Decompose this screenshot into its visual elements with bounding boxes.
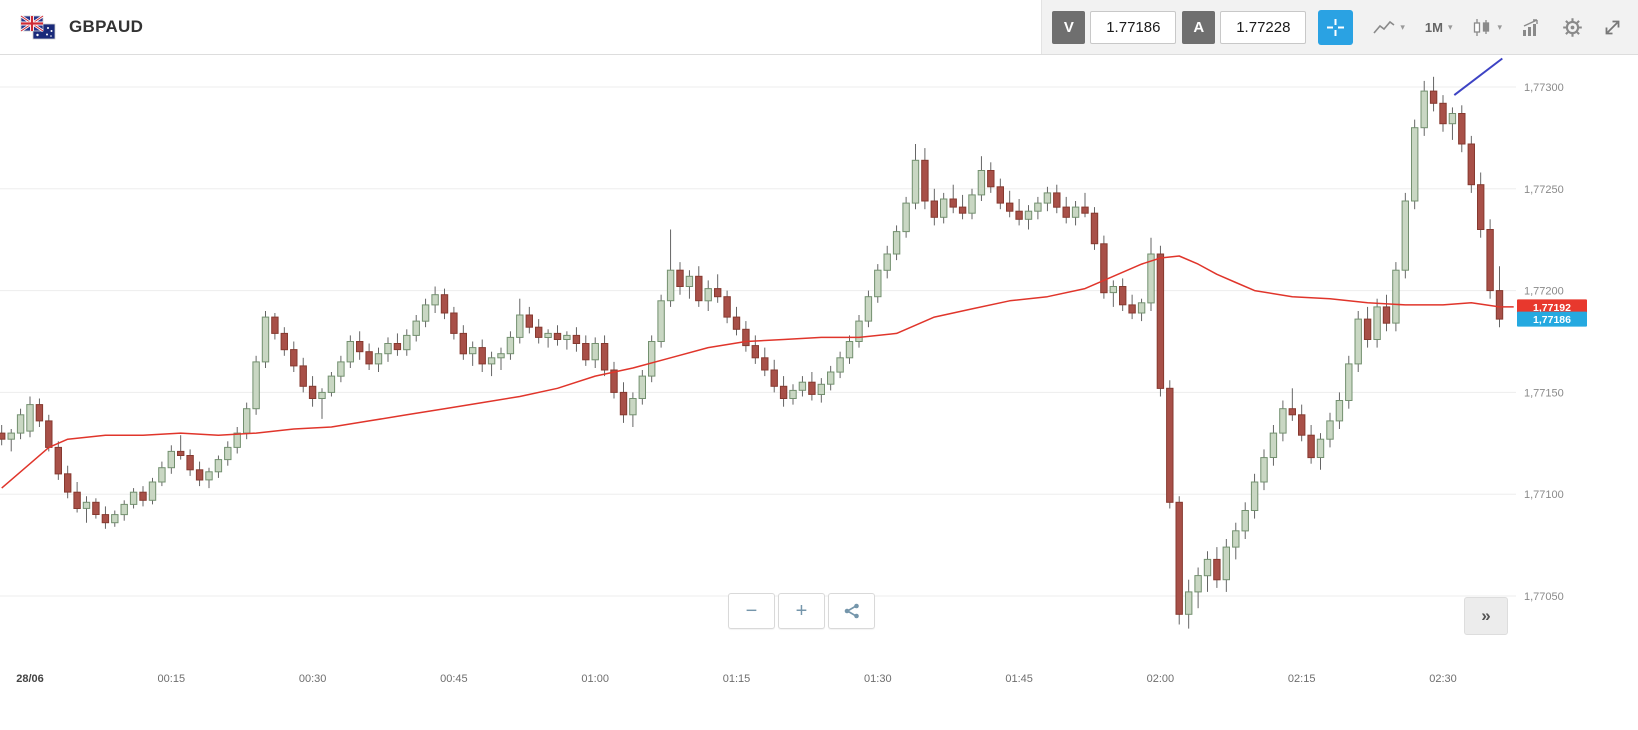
zoom-in-button[interactable]: +: [778, 593, 825, 629]
candlestick-chart[interactable]: 1,77300 1,77250 1,77200 1,77150 1,77100 1,770…: [0, 55, 1638, 730]
svg-text:02:15: 02:15: [1288, 673, 1316, 685]
price-axis: 1,77300 1,77250 1,77200 1,77150 1,77100 1,770…: [1524, 82, 1564, 603]
svg-text:1,77192: 1,77192: [1533, 302, 1571, 314]
chart-type-select[interactable]: ▾: [1373, 20, 1405, 35]
svg-text:02:00: 02:00: [1147, 673, 1175, 685]
chevron-down-icon: ▾: [1400, 21, 1405, 32]
buy-button[interactable]: A: [1182, 10, 1216, 44]
settings-button[interactable]: [1562, 17, 1583, 38]
chart-toolbar: V 1.77186 A 1.77228 ▾ 1M ▾ ▾: [1041, 0, 1638, 54]
zoom-out-button[interactable]: −: [728, 593, 775, 629]
gear-icon: [1563, 17, 1582, 37]
time-axis: 28/06 00:15 00:30 00:45 01:00 01:15 01:30 01:45…: [16, 673, 1457, 685]
panel-collapse-button[interactable]: »: [1464, 597, 1508, 635]
trendline-drawing[interactable]: [1453, 57, 1503, 96]
page-title: GBPAUD: [69, 17, 144, 36]
instrument-brand: GBPAUD: [20, 0, 143, 54]
moving-average-line: [1, 255, 1514, 489]
svg-text:00:45: 00:45: [440, 673, 468, 685]
svg-text:01:45: 01:45: [1005, 673, 1033, 685]
top-bar: GBPAUD V 1.77186 A 1.77228 ▾ 1M ▾: [0, 0, 1638, 55]
chart-style-select[interactable]: ▾: [1472, 18, 1502, 36]
svg-text:1,77186: 1,77186: [1533, 314, 1571, 326]
timeframe-select[interactable]: 1M ▾: [1425, 20, 1453, 35]
svg-text:00:30: 00:30: [299, 673, 327, 685]
sell-price[interactable]: 1.77186: [1090, 10, 1177, 44]
crosshair-tool-button[interactable]: [1318, 9, 1354, 45]
svg-text:1,77300: 1,77300: [1524, 82, 1564, 94]
svg-text:1,77150: 1,77150: [1524, 387, 1564, 399]
indicators-button[interactable]: [1522, 18, 1542, 36]
fullscreen-button[interactable]: [1603, 18, 1622, 37]
candles-layer: [0, 76, 1504, 629]
candlestick-icon: [1474, 18, 1490, 36]
svg-text:01:15: 01:15: [723, 673, 751, 685]
svg-text:1,77050: 1,77050: [1524, 591, 1564, 603]
svg-text:1,77100: 1,77100: [1524, 489, 1564, 501]
chart-zoom-controls: − +: [728, 593, 875, 629]
svg-text:28/06: 28/06: [16, 673, 44, 685]
timeframe-label: 1M: [1424, 19, 1443, 35]
buy-price[interactable]: 1.77228: [1220, 10, 1307, 44]
gbp-aud-flags-icon: [20, 14, 56, 39]
svg-text:01:00: 01:00: [581, 673, 609, 685]
sell-button[interactable]: V: [1052, 10, 1086, 44]
expand-arrows-icon: [1605, 20, 1620, 34]
share-button[interactable]: [828, 593, 875, 629]
share-icon: [844, 603, 859, 619]
chevron-down-icon: ▾: [1497, 21, 1502, 32]
svg-text:1,77200: 1,77200: [1524, 286, 1564, 298]
svg-text:00:15: 00:15: [158, 673, 186, 685]
svg-text:1,77250: 1,77250: [1524, 184, 1564, 196]
crosshair-icon: [1327, 18, 1345, 36]
indicators-icon: [1523, 18, 1538, 36]
svg-text:01:30: 01:30: [864, 673, 892, 685]
svg-text:02:30: 02:30: [1429, 673, 1457, 685]
chevron-down-icon: ▾: [1447, 21, 1453, 32]
line-chart-icon: [1373, 20, 1395, 34]
